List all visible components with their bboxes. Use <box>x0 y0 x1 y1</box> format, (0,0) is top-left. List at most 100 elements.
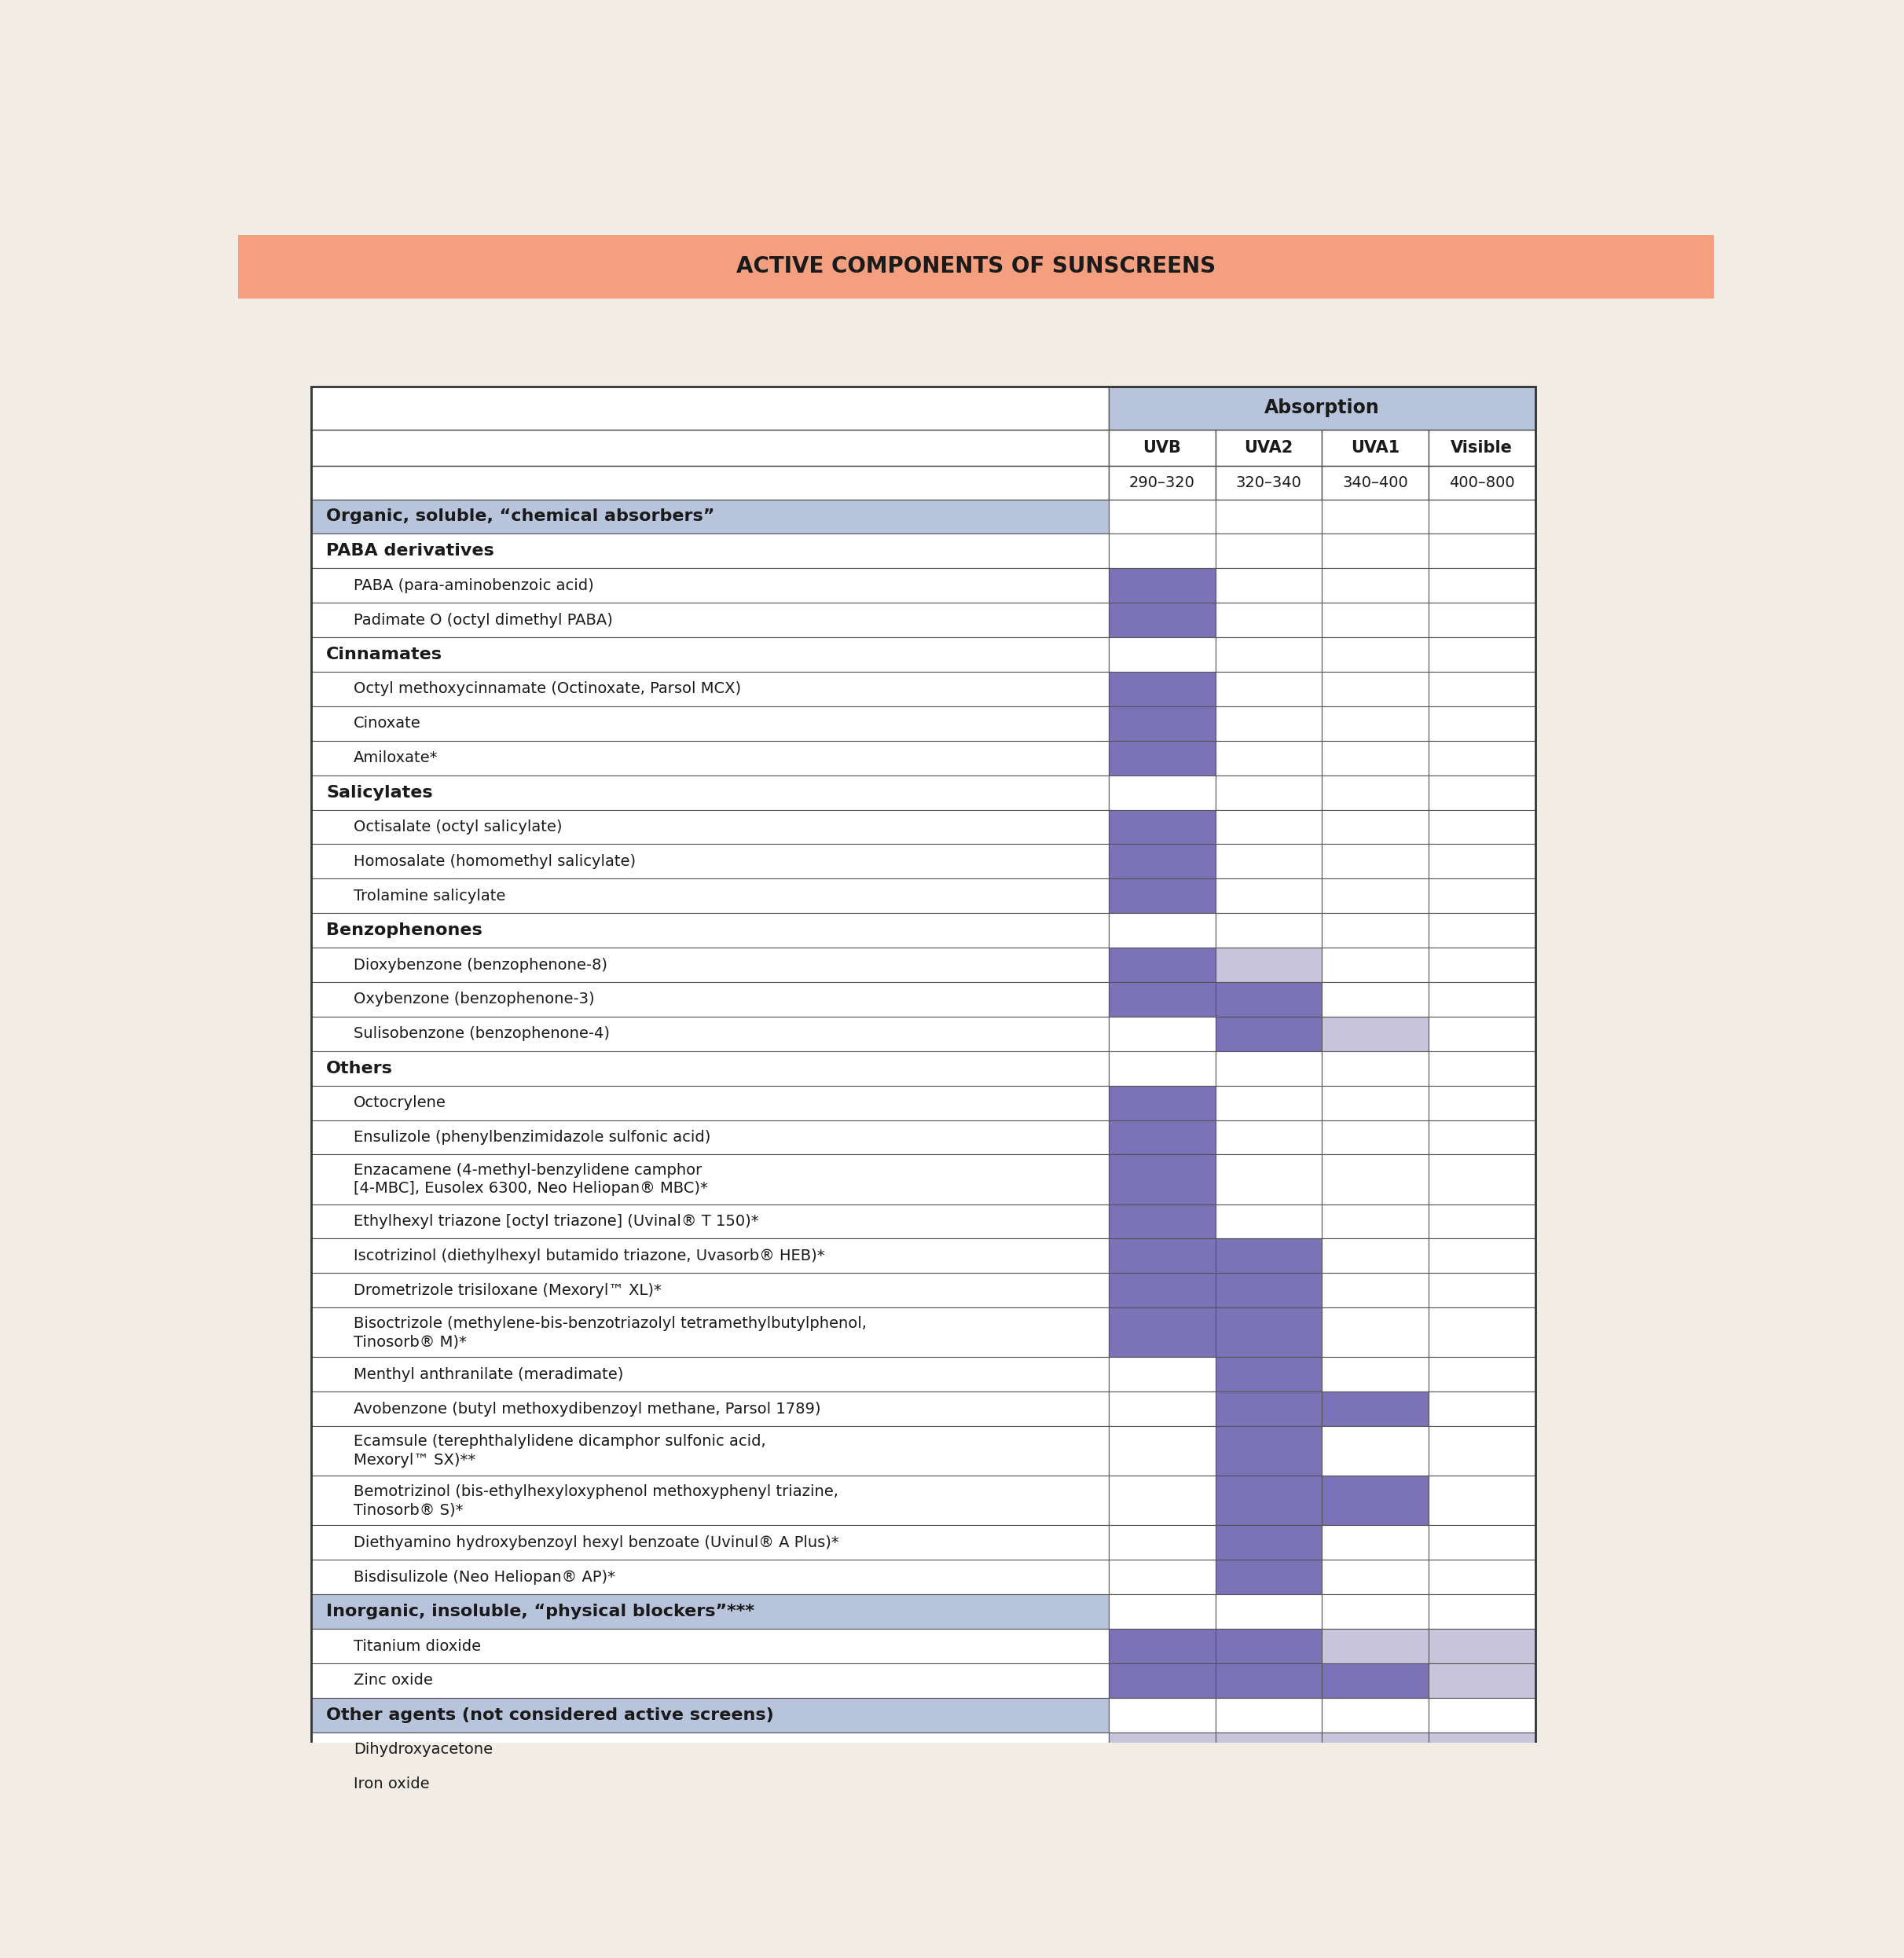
Bar <box>1108 707 1215 740</box>
Bar <box>1321 1766 1428 1801</box>
Bar <box>238 235 1714 298</box>
Text: UVA1: UVA1 <box>1350 441 1399 456</box>
Bar <box>1108 535 1215 568</box>
Bar <box>1108 811 1215 844</box>
Bar <box>1215 1051 1321 1085</box>
Bar <box>1428 499 1535 535</box>
Text: Others: Others <box>326 1061 392 1077</box>
Bar <box>310 466 1108 499</box>
Bar <box>310 603 1108 636</box>
Bar <box>310 1051 1108 1085</box>
Bar <box>1321 603 1428 636</box>
Bar <box>1108 1392 1215 1425</box>
Bar <box>1215 844 1321 879</box>
Bar <box>310 672 1108 707</box>
Text: Octisalate (octyl salicylate): Octisalate (octyl salicylate) <box>354 820 562 834</box>
Bar <box>1321 672 1428 707</box>
Bar <box>1428 568 1535 603</box>
Bar <box>1428 535 1535 568</box>
Bar <box>1108 948 1215 983</box>
Bar <box>1321 499 1428 535</box>
Bar <box>1428 1733 1535 1766</box>
Bar <box>1108 1155 1215 1204</box>
Bar <box>1321 811 1428 844</box>
Bar <box>310 1308 1108 1357</box>
Bar <box>1215 1239 1321 1273</box>
Bar <box>1215 1629 1321 1664</box>
Bar <box>1428 1085 1535 1120</box>
Text: Amiloxate*: Amiloxate* <box>354 750 438 766</box>
Bar <box>1108 1308 1215 1357</box>
Bar <box>310 1239 1108 1273</box>
Bar <box>1428 1594 1535 1629</box>
Bar <box>1428 707 1535 740</box>
Bar <box>1215 1766 1321 1801</box>
Bar <box>1108 1239 1215 1273</box>
Bar <box>1215 568 1321 603</box>
Bar <box>1428 466 1535 499</box>
Text: Absorption: Absorption <box>1264 399 1380 417</box>
Bar <box>1215 1664 1321 1698</box>
Bar <box>1108 1594 1215 1629</box>
Bar <box>1428 1204 1535 1239</box>
Bar <box>1108 1664 1215 1698</box>
Bar <box>1108 1766 1215 1801</box>
Bar <box>310 429 1108 466</box>
Bar <box>1215 1733 1321 1766</box>
Bar <box>1108 740 1215 775</box>
Bar <box>1428 1120 1535 1155</box>
Bar <box>310 1629 1108 1664</box>
Bar <box>1428 636 1535 672</box>
Text: UVA2: UVA2 <box>1245 441 1293 456</box>
Bar <box>310 844 1108 879</box>
Bar <box>310 912 1108 948</box>
Bar <box>1321 636 1428 672</box>
Bar <box>1428 740 1535 775</box>
Bar <box>310 707 1108 740</box>
Bar <box>1215 1155 1321 1204</box>
Bar <box>1215 948 1321 983</box>
Bar <box>310 386 1535 1801</box>
Bar <box>1215 1425 1321 1476</box>
Bar <box>1215 775 1321 811</box>
Bar <box>1428 1525 1535 1561</box>
Bar <box>1215 707 1321 740</box>
Text: Iscotrizinol (diethylhexyl butamido triazone, Uvasorb® HEB)*: Iscotrizinol (diethylhexyl butamido tria… <box>354 1249 824 1263</box>
Bar <box>1215 1308 1321 1357</box>
Bar <box>1321 912 1428 948</box>
Text: Ecamsule (terephthalylidene dicamphor sulfonic acid,
Mexoryl™ SX)**: Ecamsule (terephthalylidene dicamphor su… <box>354 1435 765 1468</box>
Text: Octyl methoxycinnamate (Octinoxate, Parsol MCX): Octyl methoxycinnamate (Octinoxate, Pars… <box>354 681 741 697</box>
Bar <box>1428 1698 1535 1733</box>
Bar <box>1321 1155 1428 1204</box>
Bar <box>1215 535 1321 568</box>
Bar <box>1108 466 1215 499</box>
Bar <box>1108 1525 1215 1561</box>
Text: Octocrylene: Octocrylene <box>354 1095 446 1110</box>
Bar <box>1108 1273 1215 1308</box>
Text: Oxybenzone (benzophenone-3): Oxybenzone (benzophenone-3) <box>354 993 594 1006</box>
Text: Cinnamates: Cinnamates <box>326 646 442 662</box>
Bar <box>1108 1204 1215 1239</box>
Bar <box>310 1698 1108 1733</box>
Text: Homosalate (homomethyl salicylate): Homosalate (homomethyl salicylate) <box>354 854 636 869</box>
Bar <box>1428 1308 1535 1357</box>
Bar <box>1321 1629 1428 1664</box>
Text: Organic, soluble, “chemical absorbers”: Organic, soluble, “chemical absorbers” <box>326 509 714 525</box>
Bar <box>310 879 1108 912</box>
Bar <box>1215 1476 1321 1525</box>
Text: Zinc oxide: Zinc oxide <box>354 1674 432 1688</box>
Bar <box>1108 603 1215 636</box>
Bar <box>1428 1425 1535 1476</box>
Text: Trolamine salicylate: Trolamine salicylate <box>354 889 506 903</box>
Bar <box>1321 983 1428 1016</box>
Bar <box>1321 1392 1428 1425</box>
Bar <box>1215 879 1321 912</box>
Bar <box>1215 499 1321 535</box>
Text: Bisoctrizole (methylene-bis-benzotriazolyl tetramethylbutylphenol,
Tinosorb® M)*: Bisoctrizole (methylene-bis-benzotriazol… <box>354 1316 866 1349</box>
Bar <box>1321 707 1428 740</box>
Text: Sulisobenzone (benzophenone-4): Sulisobenzone (benzophenone-4) <box>354 1026 609 1042</box>
Bar <box>1108 1120 1215 1155</box>
Bar <box>310 1425 1108 1476</box>
Bar <box>310 1476 1108 1525</box>
Bar <box>1321 740 1428 775</box>
